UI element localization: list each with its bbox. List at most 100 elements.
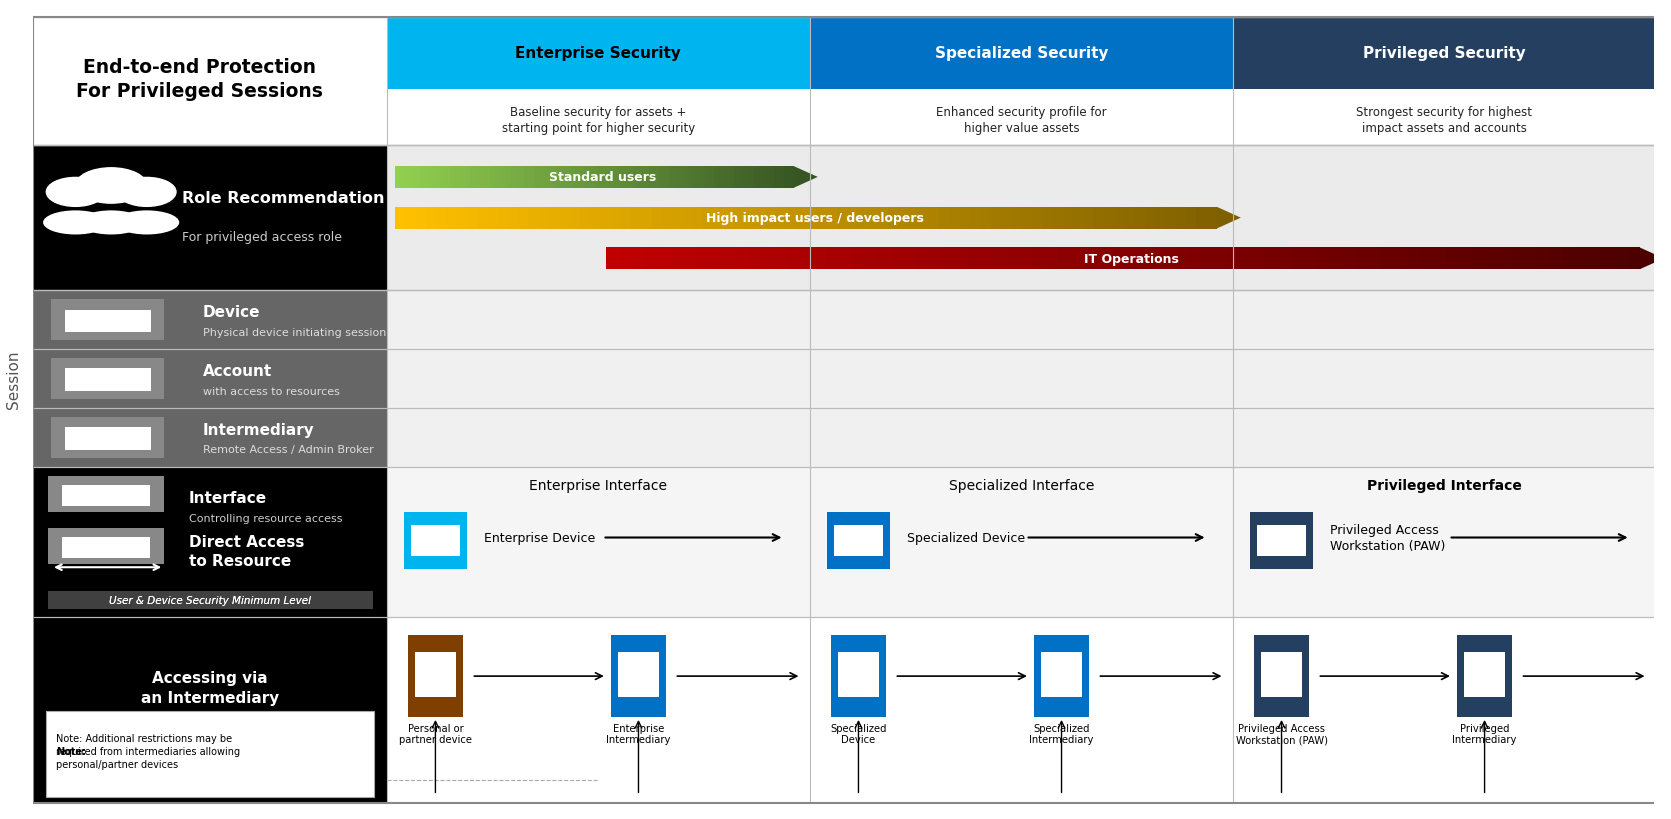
FancyBboxPatch shape [480,167,485,188]
Text: Session: Session [7,350,22,409]
FancyBboxPatch shape [1576,248,1589,270]
FancyBboxPatch shape [837,652,879,697]
FancyBboxPatch shape [1278,248,1292,270]
FancyBboxPatch shape [595,167,600,188]
FancyBboxPatch shape [703,167,709,188]
FancyBboxPatch shape [919,207,929,229]
FancyBboxPatch shape [508,207,518,229]
FancyBboxPatch shape [33,146,386,291]
FancyBboxPatch shape [33,409,386,468]
FancyBboxPatch shape [1084,248,1098,270]
FancyBboxPatch shape [645,248,658,270]
FancyBboxPatch shape [550,207,560,229]
FancyBboxPatch shape [642,207,652,229]
FancyBboxPatch shape [466,207,478,229]
FancyBboxPatch shape [991,207,1001,229]
FancyBboxPatch shape [688,167,693,188]
FancyBboxPatch shape [1486,248,1497,270]
FancyBboxPatch shape [550,167,555,188]
FancyBboxPatch shape [386,468,810,617]
FancyBboxPatch shape [710,248,724,270]
FancyBboxPatch shape [839,248,852,270]
FancyBboxPatch shape [1233,89,1656,146]
FancyBboxPatch shape [810,18,1233,89]
FancyBboxPatch shape [762,248,775,270]
FancyBboxPatch shape [887,207,899,229]
FancyBboxPatch shape [1093,207,1105,229]
FancyBboxPatch shape [570,207,580,229]
FancyBboxPatch shape [386,18,810,89]
FancyBboxPatch shape [1115,207,1125,229]
FancyBboxPatch shape [1019,248,1033,270]
FancyBboxPatch shape [612,636,667,717]
FancyBboxPatch shape [426,207,436,229]
FancyBboxPatch shape [877,207,889,229]
Text: Device: Device [204,305,261,319]
FancyBboxPatch shape [545,167,550,188]
FancyBboxPatch shape [505,167,510,188]
FancyBboxPatch shape [1046,248,1059,270]
FancyBboxPatch shape [1524,248,1537,270]
FancyBboxPatch shape [615,167,620,188]
FancyBboxPatch shape [1161,248,1175,270]
FancyBboxPatch shape [439,167,444,188]
FancyBboxPatch shape [1253,636,1308,717]
FancyBboxPatch shape [444,167,449,188]
FancyBboxPatch shape [1188,248,1201,270]
FancyBboxPatch shape [722,248,735,270]
FancyBboxPatch shape [643,167,648,188]
FancyBboxPatch shape [825,248,839,270]
FancyBboxPatch shape [607,248,620,270]
FancyBboxPatch shape [610,207,622,229]
FancyBboxPatch shape [939,207,949,229]
FancyBboxPatch shape [749,248,762,270]
FancyBboxPatch shape [575,167,580,188]
Text: Enterprise Device: Enterprise Device [485,532,595,545]
FancyBboxPatch shape [565,167,570,188]
FancyBboxPatch shape [394,167,399,188]
FancyBboxPatch shape [810,468,1233,617]
FancyBboxPatch shape [658,248,672,270]
FancyBboxPatch shape [1382,248,1395,270]
Text: Privileged Access
Workstation (PAW): Privileged Access Workstation (PAW) [1235,723,1327,744]
FancyBboxPatch shape [1135,207,1145,229]
FancyBboxPatch shape [625,167,630,188]
FancyBboxPatch shape [408,636,463,717]
FancyBboxPatch shape [857,207,867,229]
FancyBboxPatch shape [1252,248,1265,270]
FancyBboxPatch shape [1260,652,1302,697]
Text: Baseline security for assets +
starting point for higher security: Baseline security for assets + starting … [501,106,695,135]
FancyBboxPatch shape [775,207,785,229]
FancyBboxPatch shape [528,207,538,229]
FancyBboxPatch shape [1292,248,1303,270]
FancyBboxPatch shape [779,167,784,188]
FancyBboxPatch shape [867,207,877,229]
FancyBboxPatch shape [446,207,456,229]
FancyBboxPatch shape [530,167,535,188]
FancyBboxPatch shape [455,167,460,188]
FancyBboxPatch shape [1155,207,1165,229]
FancyBboxPatch shape [789,167,794,188]
FancyBboxPatch shape [877,248,891,270]
FancyBboxPatch shape [1206,207,1216,229]
FancyBboxPatch shape [810,89,1233,146]
FancyBboxPatch shape [590,207,600,229]
FancyBboxPatch shape [994,248,1008,270]
Text: Enterprise Security: Enterprise Security [515,46,682,61]
FancyBboxPatch shape [460,167,465,188]
FancyBboxPatch shape [1394,248,1407,270]
FancyBboxPatch shape [535,167,540,188]
FancyBboxPatch shape [981,207,991,229]
FancyBboxPatch shape [929,248,942,270]
FancyBboxPatch shape [65,369,150,391]
FancyBboxPatch shape [1628,248,1639,270]
FancyBboxPatch shape [45,712,374,797]
Text: Specialized Interface: Specialized Interface [949,478,1095,492]
FancyBboxPatch shape [600,207,612,229]
FancyBboxPatch shape [815,207,827,229]
FancyBboxPatch shape [525,167,530,188]
FancyBboxPatch shape [1434,248,1445,270]
FancyBboxPatch shape [754,207,765,229]
FancyBboxPatch shape [540,167,545,188]
FancyBboxPatch shape [386,89,810,146]
